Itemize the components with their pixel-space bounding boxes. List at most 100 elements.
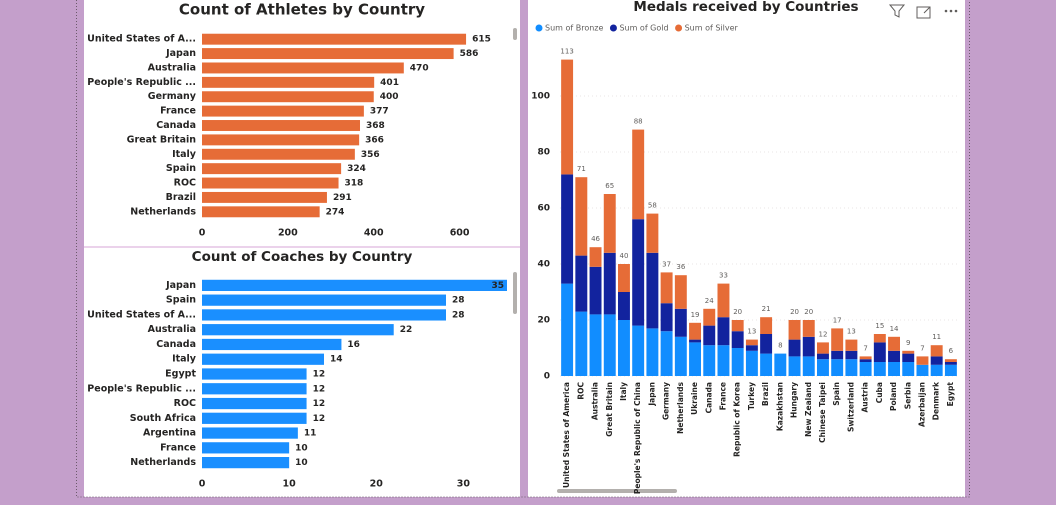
scrollbar[interactable] bbox=[513, 272, 517, 314]
data-label: 400 bbox=[380, 92, 399, 102]
data-label: 12 bbox=[313, 399, 326, 409]
bar bbox=[202, 148, 355, 160]
bar bbox=[202, 383, 307, 395]
bar-segment bbox=[774, 353, 787, 376]
x-tick-label: Italy bbox=[619, 382, 628, 401]
chart-title: Medals received by Countries bbox=[633, 0, 858, 15]
bar-segment bbox=[689, 342, 702, 376]
category-label: South Africa bbox=[130, 413, 196, 424]
bar-segment bbox=[561, 59, 574, 175]
bar-segment bbox=[831, 328, 844, 351]
bar bbox=[202, 62, 404, 74]
bar-segment bbox=[674, 275, 687, 309]
x-tick-label: Serbia bbox=[903, 382, 912, 409]
bar-segment bbox=[617, 292, 630, 320]
category-label: Netherlands bbox=[130, 206, 196, 217]
bar-segment bbox=[831, 350, 844, 360]
bar bbox=[202, 397, 307, 410]
bar-segment bbox=[731, 320, 744, 332]
x-tick-label: Germany bbox=[662, 382, 671, 420]
total-label: 12 bbox=[819, 330, 828, 338]
bar-segment bbox=[816, 342, 829, 354]
bar bbox=[202, 191, 327, 203]
bar-segment bbox=[575, 177, 588, 256]
bar-segment bbox=[561, 174, 574, 284]
bar-segment bbox=[816, 353, 829, 360]
bar-segment bbox=[873, 342, 886, 362]
bar-segment bbox=[930, 345, 943, 357]
chart-title: Count of Athletes by Country bbox=[179, 1, 425, 19]
bar-segment bbox=[916, 364, 929, 376]
data-label: 586 bbox=[460, 49, 479, 59]
bar-segment bbox=[888, 362, 901, 376]
bar bbox=[202, 324, 394, 336]
x-tick-label: Japan bbox=[647, 382, 656, 407]
total-label: 19 bbox=[691, 311, 700, 319]
total-label: 113 bbox=[560, 48, 573, 56]
bar-segment bbox=[831, 359, 844, 376]
bar-segment bbox=[731, 348, 744, 376]
bar-segment bbox=[760, 317, 773, 334]
filter-icon[interactable] bbox=[888, 4, 906, 18]
scrollbar[interactable] bbox=[513, 28, 517, 40]
bar-segment bbox=[902, 353, 915, 362]
total-label: 20 bbox=[733, 308, 742, 316]
y-tick-label: 20 bbox=[537, 316, 550, 326]
visual-header-icons[interactable] bbox=[888, 4, 958, 19]
x-tick-label: 0 bbox=[199, 479, 206, 490]
bar bbox=[202, 442, 290, 454]
y-tick-label: 0 bbox=[544, 372, 550, 382]
focus-icon[interactable] bbox=[916, 6, 931, 19]
legend-marker bbox=[675, 24, 683, 32]
data-label: 368 bbox=[366, 121, 385, 131]
bar bbox=[202, 457, 290, 469]
x-tick-label: Spain bbox=[832, 382, 841, 406]
x-tick-label: 30 bbox=[457, 479, 471, 490]
total-label: 58 bbox=[648, 202, 657, 210]
x-tick-label: 0 bbox=[199, 228, 206, 239]
x-tick-label: Netherlands bbox=[676, 381, 685, 433]
data-label: 470 bbox=[410, 63, 429, 73]
x-tick-label: ROC bbox=[576, 382, 585, 400]
data-label: 12 bbox=[313, 414, 326, 424]
total-label: 46 bbox=[591, 235, 600, 243]
bar bbox=[202, 120, 361, 131]
bar-segment bbox=[888, 350, 901, 362]
x-tick-label: Republic of Korea bbox=[733, 382, 742, 457]
total-label: 21 bbox=[762, 305, 771, 313]
bar-segment bbox=[603, 314, 616, 376]
category-label: Brazil bbox=[166, 192, 196, 203]
bar bbox=[202, 368, 307, 380]
bar-segment bbox=[788, 320, 801, 340]
x-tick-label: Cuba bbox=[875, 382, 884, 403]
scrollbar[interactable] bbox=[557, 489, 677, 493]
bar bbox=[202, 134, 360, 146]
bar-segment bbox=[646, 252, 659, 329]
total-label: 36 bbox=[676, 263, 685, 271]
bar-segment bbox=[660, 272, 673, 304]
total-label: 88 bbox=[634, 118, 643, 126]
category-label: United States of A... bbox=[87, 309, 196, 320]
bar bbox=[202, 427, 298, 439]
more-icon[interactable] bbox=[954, 9, 958, 13]
more-icon[interactable] bbox=[949, 9, 953, 13]
data-label: 28 bbox=[452, 296, 465, 306]
total-label: 13 bbox=[847, 328, 856, 336]
y-tick-label: 60 bbox=[537, 204, 550, 214]
x-tick-label: United States of America bbox=[562, 382, 571, 488]
category-label: France bbox=[160, 442, 196, 453]
x-tick-label: Canada bbox=[704, 382, 713, 413]
bar-segment bbox=[788, 339, 801, 357]
legend-label: Sum of Silver bbox=[685, 24, 739, 33]
x-tick-label: Hungary bbox=[790, 382, 799, 418]
bar-segment bbox=[930, 364, 943, 376]
bar-segment bbox=[589, 314, 602, 376]
bar-segment bbox=[845, 339, 858, 351]
category-label: Egypt bbox=[165, 369, 196, 380]
more-icon[interactable] bbox=[944, 9, 948, 13]
data-label: 318 bbox=[345, 179, 364, 189]
total-label: 37 bbox=[662, 260, 671, 268]
y-tick-label: 100 bbox=[531, 92, 550, 102]
bar bbox=[202, 338, 342, 351]
